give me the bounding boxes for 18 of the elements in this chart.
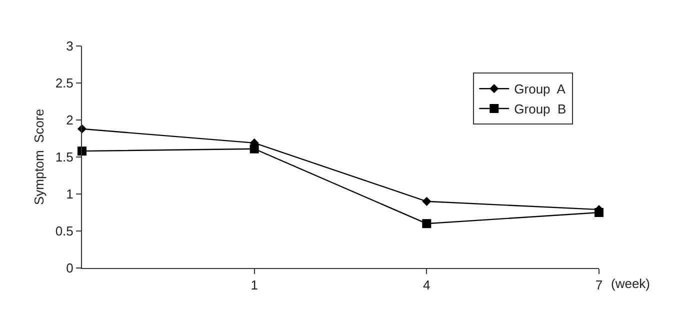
y-tick-label: 3 bbox=[66, 38, 74, 54]
y-tick-label: 0.5 bbox=[55, 224, 74, 239]
y-tick-label: 2.5 bbox=[55, 76, 74, 91]
point bbox=[422, 196, 432, 206]
point bbox=[594, 208, 604, 217]
y-tick-label: 1 bbox=[66, 186, 74, 202]
point bbox=[250, 144, 259, 154]
x-axis-title: (week) bbox=[611, 276, 650, 291]
y-tick-label: 1.5 bbox=[55, 150, 74, 165]
x-tick-label: 7 bbox=[595, 278, 603, 293]
y-tick-label: 0 bbox=[66, 260, 74, 276]
legend-label: Group B bbox=[514, 102, 566, 117]
legend-label: Group A bbox=[514, 82, 566, 97]
y-tick-label: 2 bbox=[66, 112, 74, 128]
point bbox=[422, 219, 432, 228]
x-tick-label: 4 bbox=[423, 278, 430, 293]
y-axis-title: Symptom Score bbox=[31, 108, 46, 206]
x-tick-label: 1 bbox=[250, 278, 258, 293]
